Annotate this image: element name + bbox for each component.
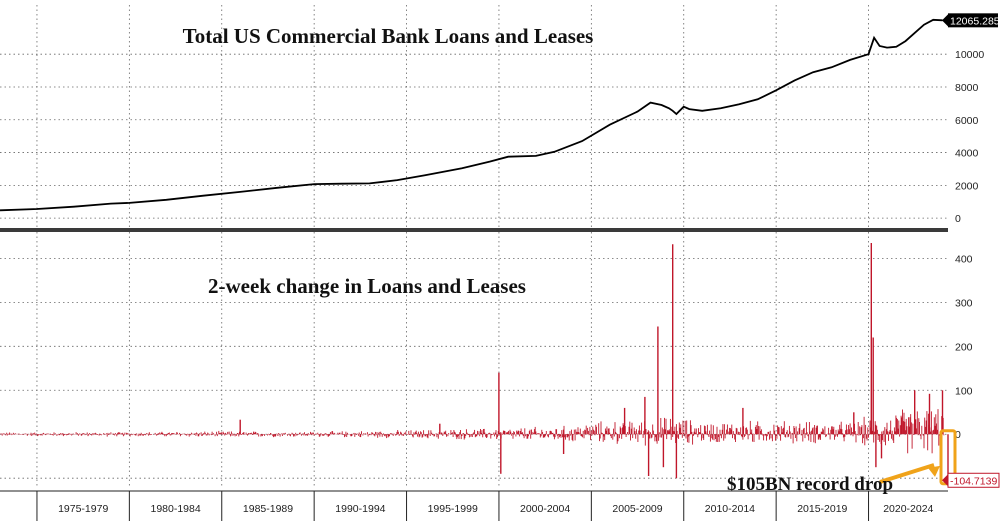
y-tick-label: 6000 xyxy=(955,115,979,127)
top-panel-loans-leases: 0 2000 4000 6000 8000 10000 12065.285 Total U… xyxy=(0,5,1000,228)
last-value-marker xyxy=(942,14,948,27)
bar-series-two-week-change xyxy=(0,243,949,481)
x-tick-label: 2020-2024 xyxy=(883,503,933,515)
top-chart-title: Total US Commercial Bank Loans and Lease… xyxy=(183,24,594,48)
x-tick-label: 2005-2009 xyxy=(612,503,662,515)
y-tick-label: 300 xyxy=(955,297,973,309)
top-y-axis: 0 2000 4000 6000 8000 10000 xyxy=(955,49,984,225)
x-tick-label: 2015-2019 xyxy=(797,503,847,515)
x-tick-label: 1975-1979 xyxy=(58,503,108,515)
last-value-marker xyxy=(942,474,948,487)
last-value-badge xyxy=(948,13,998,28)
bottom-chart-title: 2-week change in Loans and Leases xyxy=(208,274,526,298)
last-value-label: -104.7139 xyxy=(950,475,997,487)
y-tick-label: 100 xyxy=(955,385,973,397)
y-tick-label: 8000 xyxy=(955,82,979,94)
series-line-total-loans xyxy=(0,18,943,212)
record-drop-arrow xyxy=(879,463,935,484)
panel-separator xyxy=(0,228,948,232)
bottom-panel-two-week-change: -1000100200300400 $105BN record drop -10… xyxy=(0,232,1000,495)
record-drop-annotation: $105BN record drop xyxy=(727,474,893,495)
last-value-label: 12065.285 xyxy=(950,15,1000,27)
y-tick-label: 200 xyxy=(955,341,973,353)
x-tick-label: 2000-2004 xyxy=(520,503,570,515)
x-axis: 1975-1979 1980-1984 1985-1989 1990-1994 1995… xyxy=(0,490,948,521)
y-tick-label: 10000 xyxy=(955,49,984,61)
record-drop-arrow-head xyxy=(928,465,940,477)
x-tick-label: 1990-1994 xyxy=(335,503,385,515)
x-tick-label: 1985-1989 xyxy=(243,503,293,515)
last-value-badge xyxy=(947,472,1000,488)
y-tick-label: 4000 xyxy=(955,148,979,160)
x-tick-label: 1980-1984 xyxy=(150,503,200,515)
y-tick-label: 2000 xyxy=(955,180,979,192)
y-tick-label: 0 xyxy=(955,429,961,441)
y-tick-label: 400 xyxy=(955,253,973,265)
x-tick-label: 2010-2014 xyxy=(705,503,755,515)
top-gridlines xyxy=(0,5,948,228)
y-tick-label: 0 xyxy=(955,213,961,225)
x-tick-label: 1995-1999 xyxy=(428,503,478,515)
